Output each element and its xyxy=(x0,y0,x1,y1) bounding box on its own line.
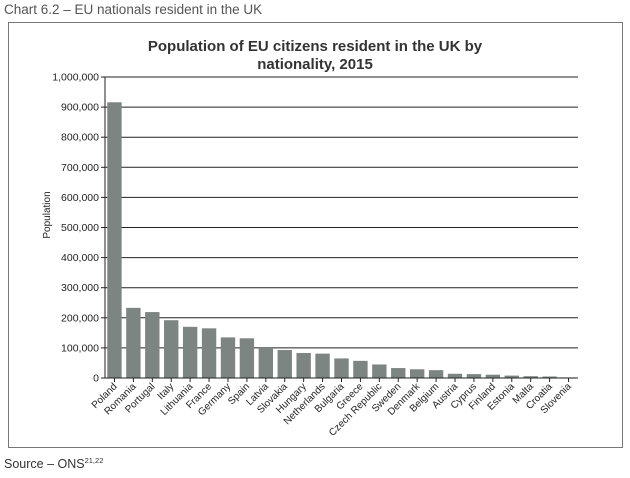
y-tick-layer: 0 100,000 200,000 300,000 400,000 500,000 600,… xyxy=(52,72,105,385)
bar-germany xyxy=(220,337,236,378)
y-tick-label: 100,000 xyxy=(61,342,99,354)
bar-portugal xyxy=(145,312,160,378)
bar-netherlands xyxy=(315,353,330,378)
chart-title-line-2: nationality, 2015 xyxy=(257,56,373,73)
y-tick-label: 700,000 xyxy=(61,162,99,174)
y-tick-label: 500,000 xyxy=(61,222,99,234)
bar-chart: Population of EU citizens resident in th… xyxy=(42,38,578,439)
bar-layer xyxy=(107,102,576,378)
bar-france xyxy=(201,328,217,378)
y-tick-label: 0 xyxy=(93,373,99,385)
bar-cyprus xyxy=(466,374,482,378)
bar-bulgaria xyxy=(334,358,349,378)
bar-austria xyxy=(447,373,463,378)
bar-greece xyxy=(353,360,368,378)
source-label: Source – ONS xyxy=(4,457,85,472)
y-axis-label: Population xyxy=(42,191,53,238)
bar-spain xyxy=(239,338,255,378)
bar-estonia xyxy=(504,375,519,378)
bar-lithuania xyxy=(182,326,198,378)
bar-latvia xyxy=(258,347,274,378)
bar-czech-republic xyxy=(372,364,387,378)
chart-title-line-1: Population of EU citizens resident in th… xyxy=(148,38,483,55)
bar-italy xyxy=(164,320,179,378)
y-tick-label: 800,000 xyxy=(61,132,99,144)
axis-layer xyxy=(104,77,578,379)
x-tick-layer: PolandRomaniaPortugalItalyLithuaniaFranc… xyxy=(90,378,574,439)
y-tick-label: 1,000,000 xyxy=(52,72,99,84)
grid-layer xyxy=(105,76,578,349)
bar-romania xyxy=(126,307,141,378)
bar-denmark xyxy=(409,369,425,378)
chart-heading: Chart 6.2 – EU nationals resident in the… xyxy=(4,2,263,17)
bar-hungary xyxy=(296,353,311,378)
y-tick-label: 600,000 xyxy=(61,192,99,204)
y-tick-label: 400,000 xyxy=(61,252,99,264)
bar-malta xyxy=(523,376,538,378)
source-note: Source – ONS21,22 xyxy=(4,456,103,471)
bar-croatia xyxy=(542,376,557,378)
source-refs: 21,22 xyxy=(84,456,104,465)
bar-finland xyxy=(485,374,501,378)
bar-sweden xyxy=(391,368,406,378)
chart-frame: Population of EU citizens resident in th… xyxy=(8,22,623,448)
bar-slovakia xyxy=(277,350,292,378)
y-tick-label: 900,000 xyxy=(61,102,99,114)
y-tick-label: 200,000 xyxy=(61,312,99,324)
y-tick-label: 300,000 xyxy=(61,282,99,294)
bar-poland xyxy=(107,102,122,378)
bar-belgium xyxy=(428,370,444,378)
